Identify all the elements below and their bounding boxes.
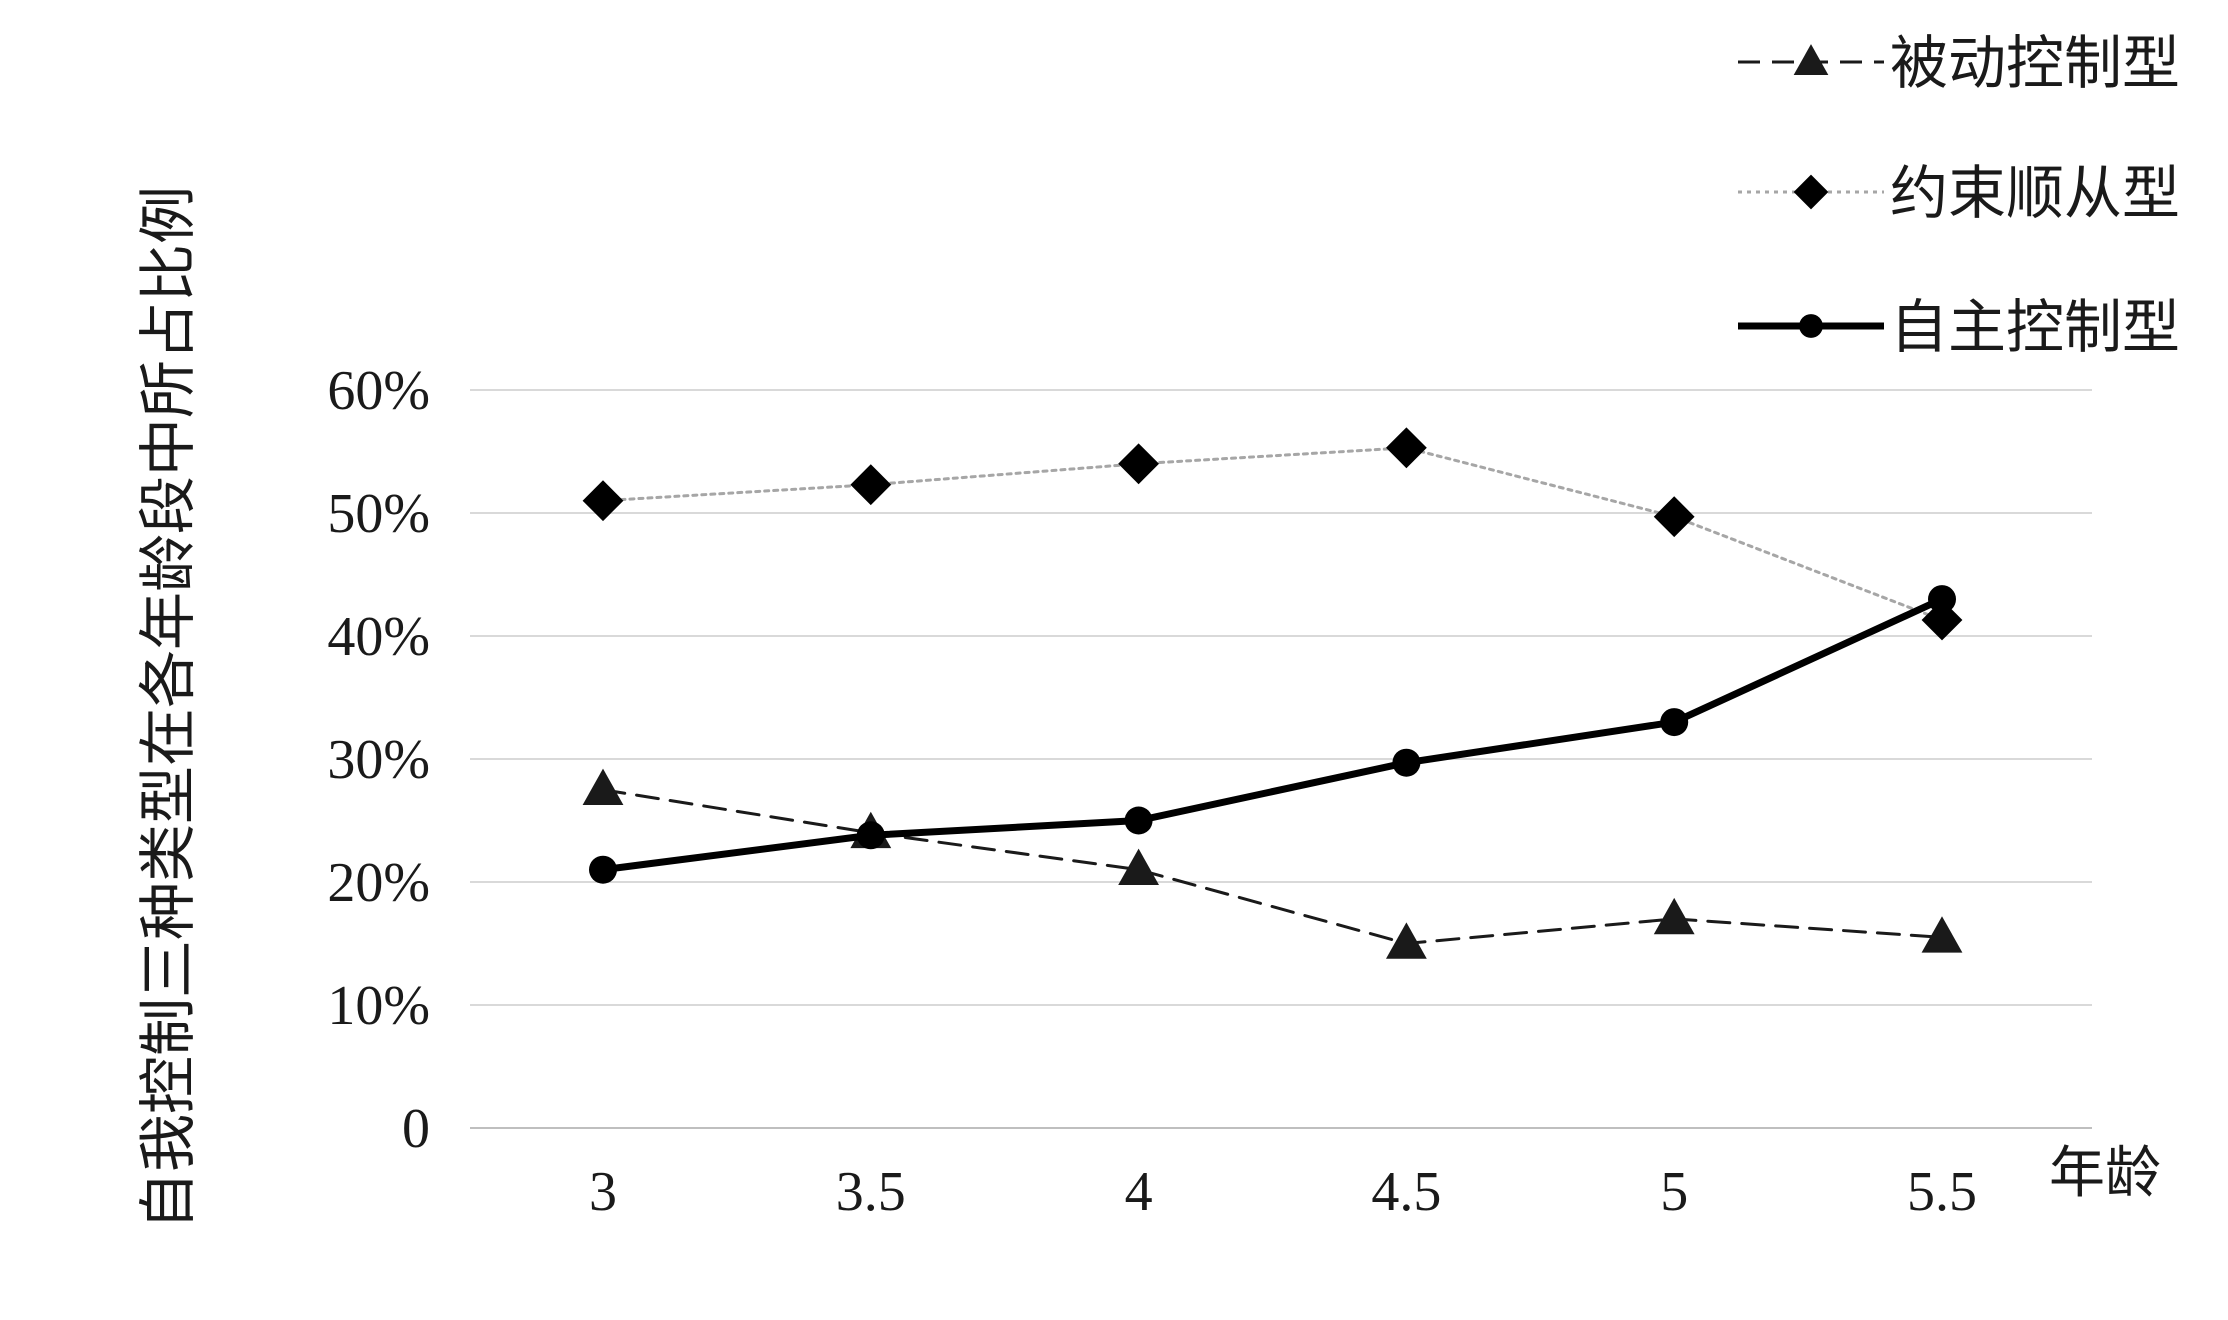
x-tick-label: 4.5 <box>1371 1161 1441 1223</box>
legend-item: 约束顺从型 <box>1738 159 2180 227</box>
data-point <box>582 768 624 806</box>
x-axis-label: 年龄 <box>2049 1141 2161 1206</box>
data-point <box>1653 897 1695 935</box>
y-tick-label: 40% <box>327 606 430 668</box>
series-1 <box>582 768 1963 959</box>
data-point <box>1660 708 1689 737</box>
gridlines <box>470 389 2092 1129</box>
data-point <box>1653 496 1695 538</box>
y-tick-label: 30% <box>327 729 430 791</box>
legend-item: 自主控制型 <box>1738 293 2180 361</box>
data-point <box>589 855 617 884</box>
x-tick-labels: 3 3.5 4 4.5 5 5.5 <box>589 1161 1977 1223</box>
y-tick-label: 60% <box>327 360 430 422</box>
data-point <box>856 821 885 850</box>
y-axis-label: 自我控制三种类型在各年龄段中所占比例 <box>134 186 202 1230</box>
legend-label: 自主控制型 <box>1890 293 2180 361</box>
legend-item: 被动控制型 <box>1738 29 2180 97</box>
data-point <box>1124 806 1153 835</box>
y-tick-label: 0 <box>402 1098 430 1160</box>
y-tick-labels: 0 10% 20% 30% 40% 50% 60% <box>327 360 430 1160</box>
y-tick-label: 50% <box>327 483 430 545</box>
series-line <box>601 446 1944 622</box>
data-point <box>1392 748 1421 777</box>
legend-label: 约束顺从型 <box>1890 159 2180 227</box>
data-point <box>1386 922 1427 959</box>
series-line <box>601 788 1944 945</box>
series-2 <box>582 427 1963 641</box>
x-tick-label: 5.5 <box>1907 1161 1977 1223</box>
x-tick-label: 3.5 <box>836 1161 906 1223</box>
data-point <box>1928 585 1956 614</box>
data-point <box>1921 916 1963 953</box>
legend-swatch-marker <box>1793 174 1829 210</box>
data-point <box>1118 443 1159 485</box>
data-point <box>850 464 892 506</box>
legend-swatch-marker <box>1793 44 1829 76</box>
data-point <box>1386 427 1427 469</box>
series-lines <box>582 427 1963 959</box>
y-tick-label: 20% <box>327 852 430 914</box>
data-point <box>1921 599 1963 641</box>
data-point <box>582 480 624 522</box>
legend-label: 被动控制型 <box>1890 29 2180 97</box>
y-tick-label: 10% <box>327 975 430 1037</box>
x-tick-label: 4 <box>1125 1161 1153 1223</box>
legend-swatch-marker <box>1799 314 1823 338</box>
series-line <box>599 595 1946 874</box>
data-point <box>1118 848 1159 885</box>
series-3 <box>589 585 1956 884</box>
x-tick-label: 3 <box>589 1161 617 1223</box>
x-tick-label: 5 <box>1660 1161 1688 1223</box>
